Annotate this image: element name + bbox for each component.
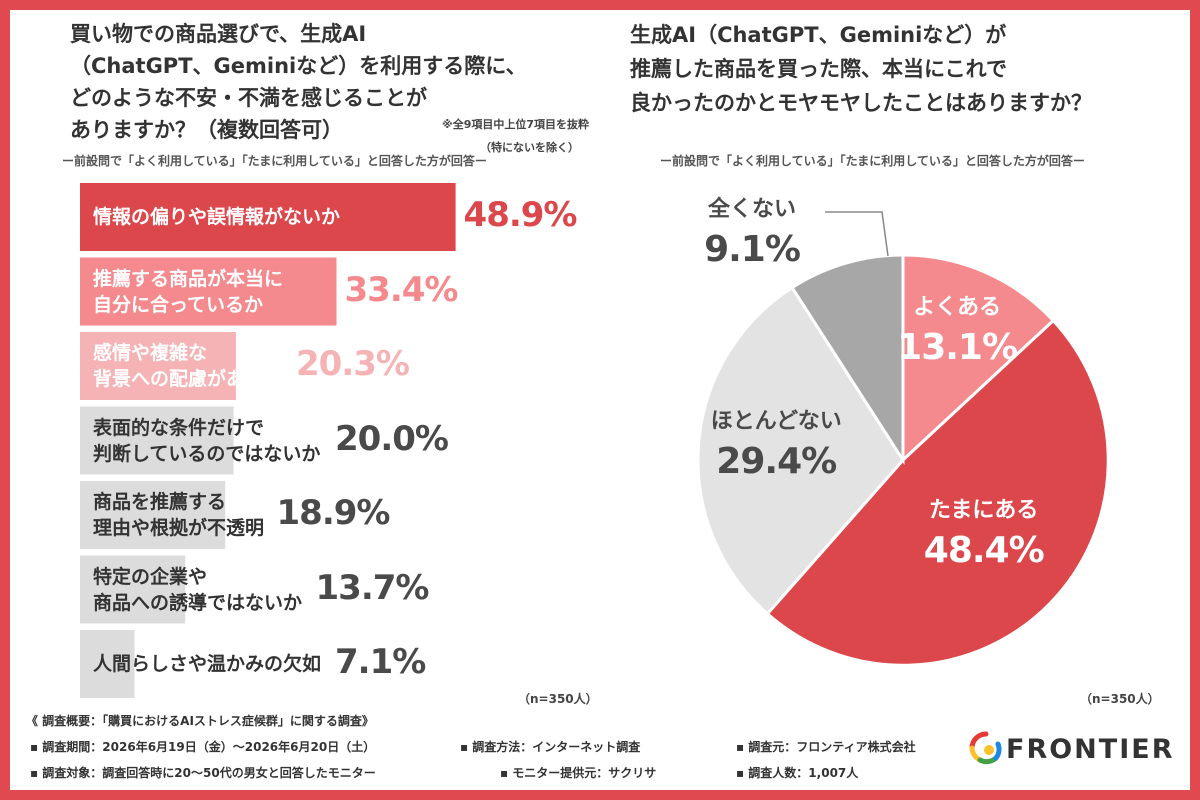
left-title-line: ありますか？（複数回答可） <box>70 118 343 142</box>
selection-note: ※全9項目中上位7項目を抜粋 <box>442 118 590 131</box>
bar-category-label: 表面的な条件だけで判断しているのではないか <box>93 415 320 467</box>
monitor-provider: ▪ モニター提供元：サクリサ <box>500 766 657 780</box>
pie-value-label: 29.4% <box>716 441 837 483</box>
bar-category-label-line: 背景への配慮があるか <box>93 368 284 390</box>
pie-slice-label: よくある 13.1% <box>857 292 1057 372</box>
left-title-line: 買い物での商品選びで、生成AI <box>70 22 367 46</box>
bar <box>80 183 456 251</box>
selection-note-2: （特にないを除く） <box>480 141 579 154</box>
frontier-logo-text: FRONTIER <box>1006 734 1175 765</box>
bar-category-label-line: 人間らしさや温かみの欠如 <box>93 653 322 675</box>
bar-category-label: 感情や複雑な背景への配慮があるか <box>93 340 283 392</box>
bar-category-label: 特定の企業や商品への誘導ではないか <box>93 564 302 616</box>
pie-category-name: 全くない <box>707 197 796 222</box>
bar-category-label-line: 表面的な条件だけで <box>93 416 265 439</box>
survey-count: ▪ 調査人数：1,007人 <box>736 766 859 780</box>
bar-value-label: 7.1% <box>335 642 426 682</box>
bar-category-label-line: 商品を推薦する <box>93 491 227 513</box>
pie-value-label: 13.1% <box>897 326 1018 368</box>
survey-period: ▪ 調査期間：2026年6月19日（金）〜2026年6月20日（土） <box>30 740 376 754</box>
left-question-title: 買い物での商品選びで、生成AI （ChatGPT、Geminiなど）を利用する際… <box>70 18 630 154</box>
right-title-line: 良かったのかとモヤモヤしたことはありますか？ <box>630 91 1092 115</box>
bar-category-label-line: 感情や複雑な <box>93 342 208 364</box>
bar <box>80 332 236 400</box>
callout-leader-line <box>825 211 889 257</box>
pie-category-name: ほとんどない <box>710 409 842 435</box>
bar-value-label: 20.3% <box>296 344 410 384</box>
bar <box>80 257 337 326</box>
pie-value-label: 9.1% <box>704 229 801 270</box>
right-respondent-note: ー前設問で「よく利用している」「たまに利用している」と回答した方が回答ー <box>660 154 1085 168</box>
frontier-logo-icon <box>969 731 1002 765</box>
bar <box>80 406 234 475</box>
right-title-line: 生成AI（ChatGPT、Geminiなど）が <box>630 23 1007 47</box>
bars-layer <box>80 183 456 698</box>
pie-slice <box>696 285 905 616</box>
bar-category-label-line: 推薦する商品が本当に <box>93 267 284 290</box>
bar-category-label: 商品を推薦する理由や根拠が不透明 <box>93 489 264 541</box>
pie-layer <box>696 253 1110 667</box>
bar-category-label-line: 特定の企業や <box>93 565 208 588</box>
left-title-line: （ChatGPT、Geminiなど）を利用する際に、 <box>70 54 527 78</box>
pie-slice <box>901 253 1056 464</box>
bar-category-label-line: 商品への誘導ではないか <box>93 591 303 614</box>
bar <box>80 630 135 698</box>
bar-category-label: 人間らしさや温かみの欠如 <box>93 651 321 677</box>
bar <box>80 555 186 624</box>
pie-slice-label: ほとんどない 29.4% <box>676 406 876 486</box>
bar-category-label-line: 情報の偏りや誤情報がないか <box>93 206 341 228</box>
bar-category-label-line: 判断しているのではないか <box>93 442 321 465</box>
pie-slice-label: 全くない 9.1% <box>652 194 852 274</box>
left-title-line: どのような不安・不満を感じることが <box>70 86 427 110</box>
bar-category-label: 推薦する商品が本当に 自分に合っているか <box>93 266 283 318</box>
pie-slice-label: たまにある 48.4% <box>884 495 1084 575</box>
survey-source: ▪ 調査元：フロンティア株式会社 <box>736 740 916 754</box>
bar-value-label: 20.0% <box>335 418 449 459</box>
pie-category-name: よくある <box>913 294 1002 320</box>
pie-slice <box>790 253 905 466</box>
bar-value-label: 48.9% <box>463 195 578 235</box>
bar-category-label: 情報の偏りや誤情報がないか <box>93 204 340 230</box>
pie-category-name: たまにある <box>929 497 1039 523</box>
right-title-line: 推薦した商品を買った際、本当にこれで <box>630 57 1007 81</box>
bar-value-label: 33.4% <box>344 269 459 310</box>
pie-slice <box>765 318 1110 667</box>
survey-target: ▪ 調査対象：調査回答時に20〜50代の男女と回答したモニター <box>30 766 376 780</box>
survey-title: 《 調査概要：「購買におけるAIストレス症候群」に関する調査》 <box>26 714 374 728</box>
bar <box>80 481 226 549</box>
right-sample-size: （n=350人） <box>1080 692 1160 706</box>
bar-category-label-line: 自分に合っているか <box>93 293 264 316</box>
left-respondent-note: ー前設問で「よく利用している」「たまに利用している」と回答した方が回答ー <box>62 154 487 168</box>
survey-method: ▪ 調査方法：インターネット調査 <box>460 740 641 754</box>
right-question-title: 生成AI（ChatGPT、Geminiなど）が 推薦した商品を買った際、本当にこ… <box>630 18 1170 120</box>
bar-category-label-line: 理由や根拠が不透明 <box>93 517 265 539</box>
pie-value-label: 48.4% <box>923 529 1045 571</box>
left-sample-size: （n=350人） <box>518 692 598 706</box>
bar-value-label: 13.7% <box>315 567 430 608</box>
bar-value-label: 18.9% <box>276 493 391 533</box>
